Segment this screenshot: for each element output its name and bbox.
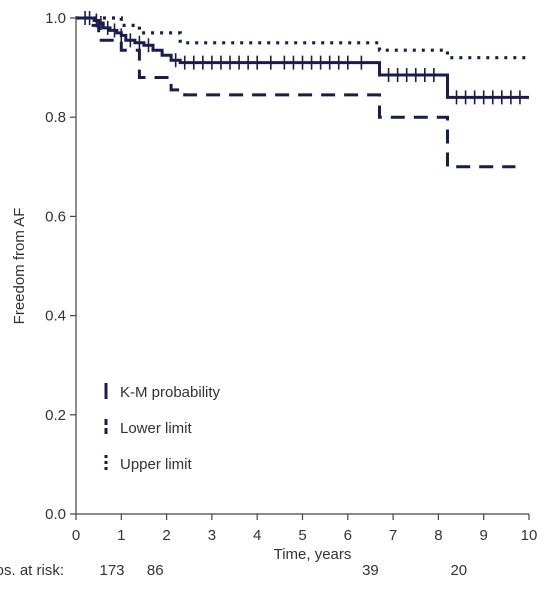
legend-label: Upper limit [120,456,193,473]
y-tick-label: 0.2 [45,407,66,424]
x-tick-label: 1 [117,527,125,544]
x-tick-label: 8 [434,527,442,544]
y-tick-label: 0.4 [45,308,66,325]
x-tick-label: 6 [344,527,352,544]
y-tick-label: 0.0 [45,506,66,523]
risk-table-value: 86 [147,562,164,579]
x-tick-label: 0 [72,527,80,544]
x-tick-label: 4 [253,527,261,544]
x-tick-label: 2 [162,527,170,544]
risk-table-value: 39 [362,562,379,579]
risk-table-label: Nos. at risk: [0,562,64,579]
y-axis-title: Freedom from AF [11,208,28,325]
x-tick-label: 3 [208,527,216,544]
x-axis-title: Time, years [274,546,352,563]
series-line-lower-limit [76,16,516,169]
y-tick-label: 0.6 [45,208,66,225]
legend: K-M probability Lower limit Upper limit [104,383,221,473]
risk-table: Nos. at risk: 173 86 39 20 [0,562,467,579]
y-tick-label: 0.8 [45,109,66,126]
x-tick-label: 5 [298,527,306,544]
x-tick-label: 7 [389,527,397,544]
legend-label: K-M probability [120,384,221,401]
y-tick-label: 1.0 [45,10,66,27]
x-tick-label: 9 [480,527,488,544]
axes: 0 1 2 3 4 5 6 7 8 9 10 0.0 0.2 0.4 0.6 0.8 1.0 Time, year… [11,10,537,563]
x-tick-label: 10 [521,527,538,544]
plot-area [76,11,529,169]
risk-table-value: 20 [450,562,467,579]
series-line-upper-limit [76,16,529,60]
legend-label: Lower limit [120,420,193,437]
risk-table-value: 173 [99,562,124,579]
